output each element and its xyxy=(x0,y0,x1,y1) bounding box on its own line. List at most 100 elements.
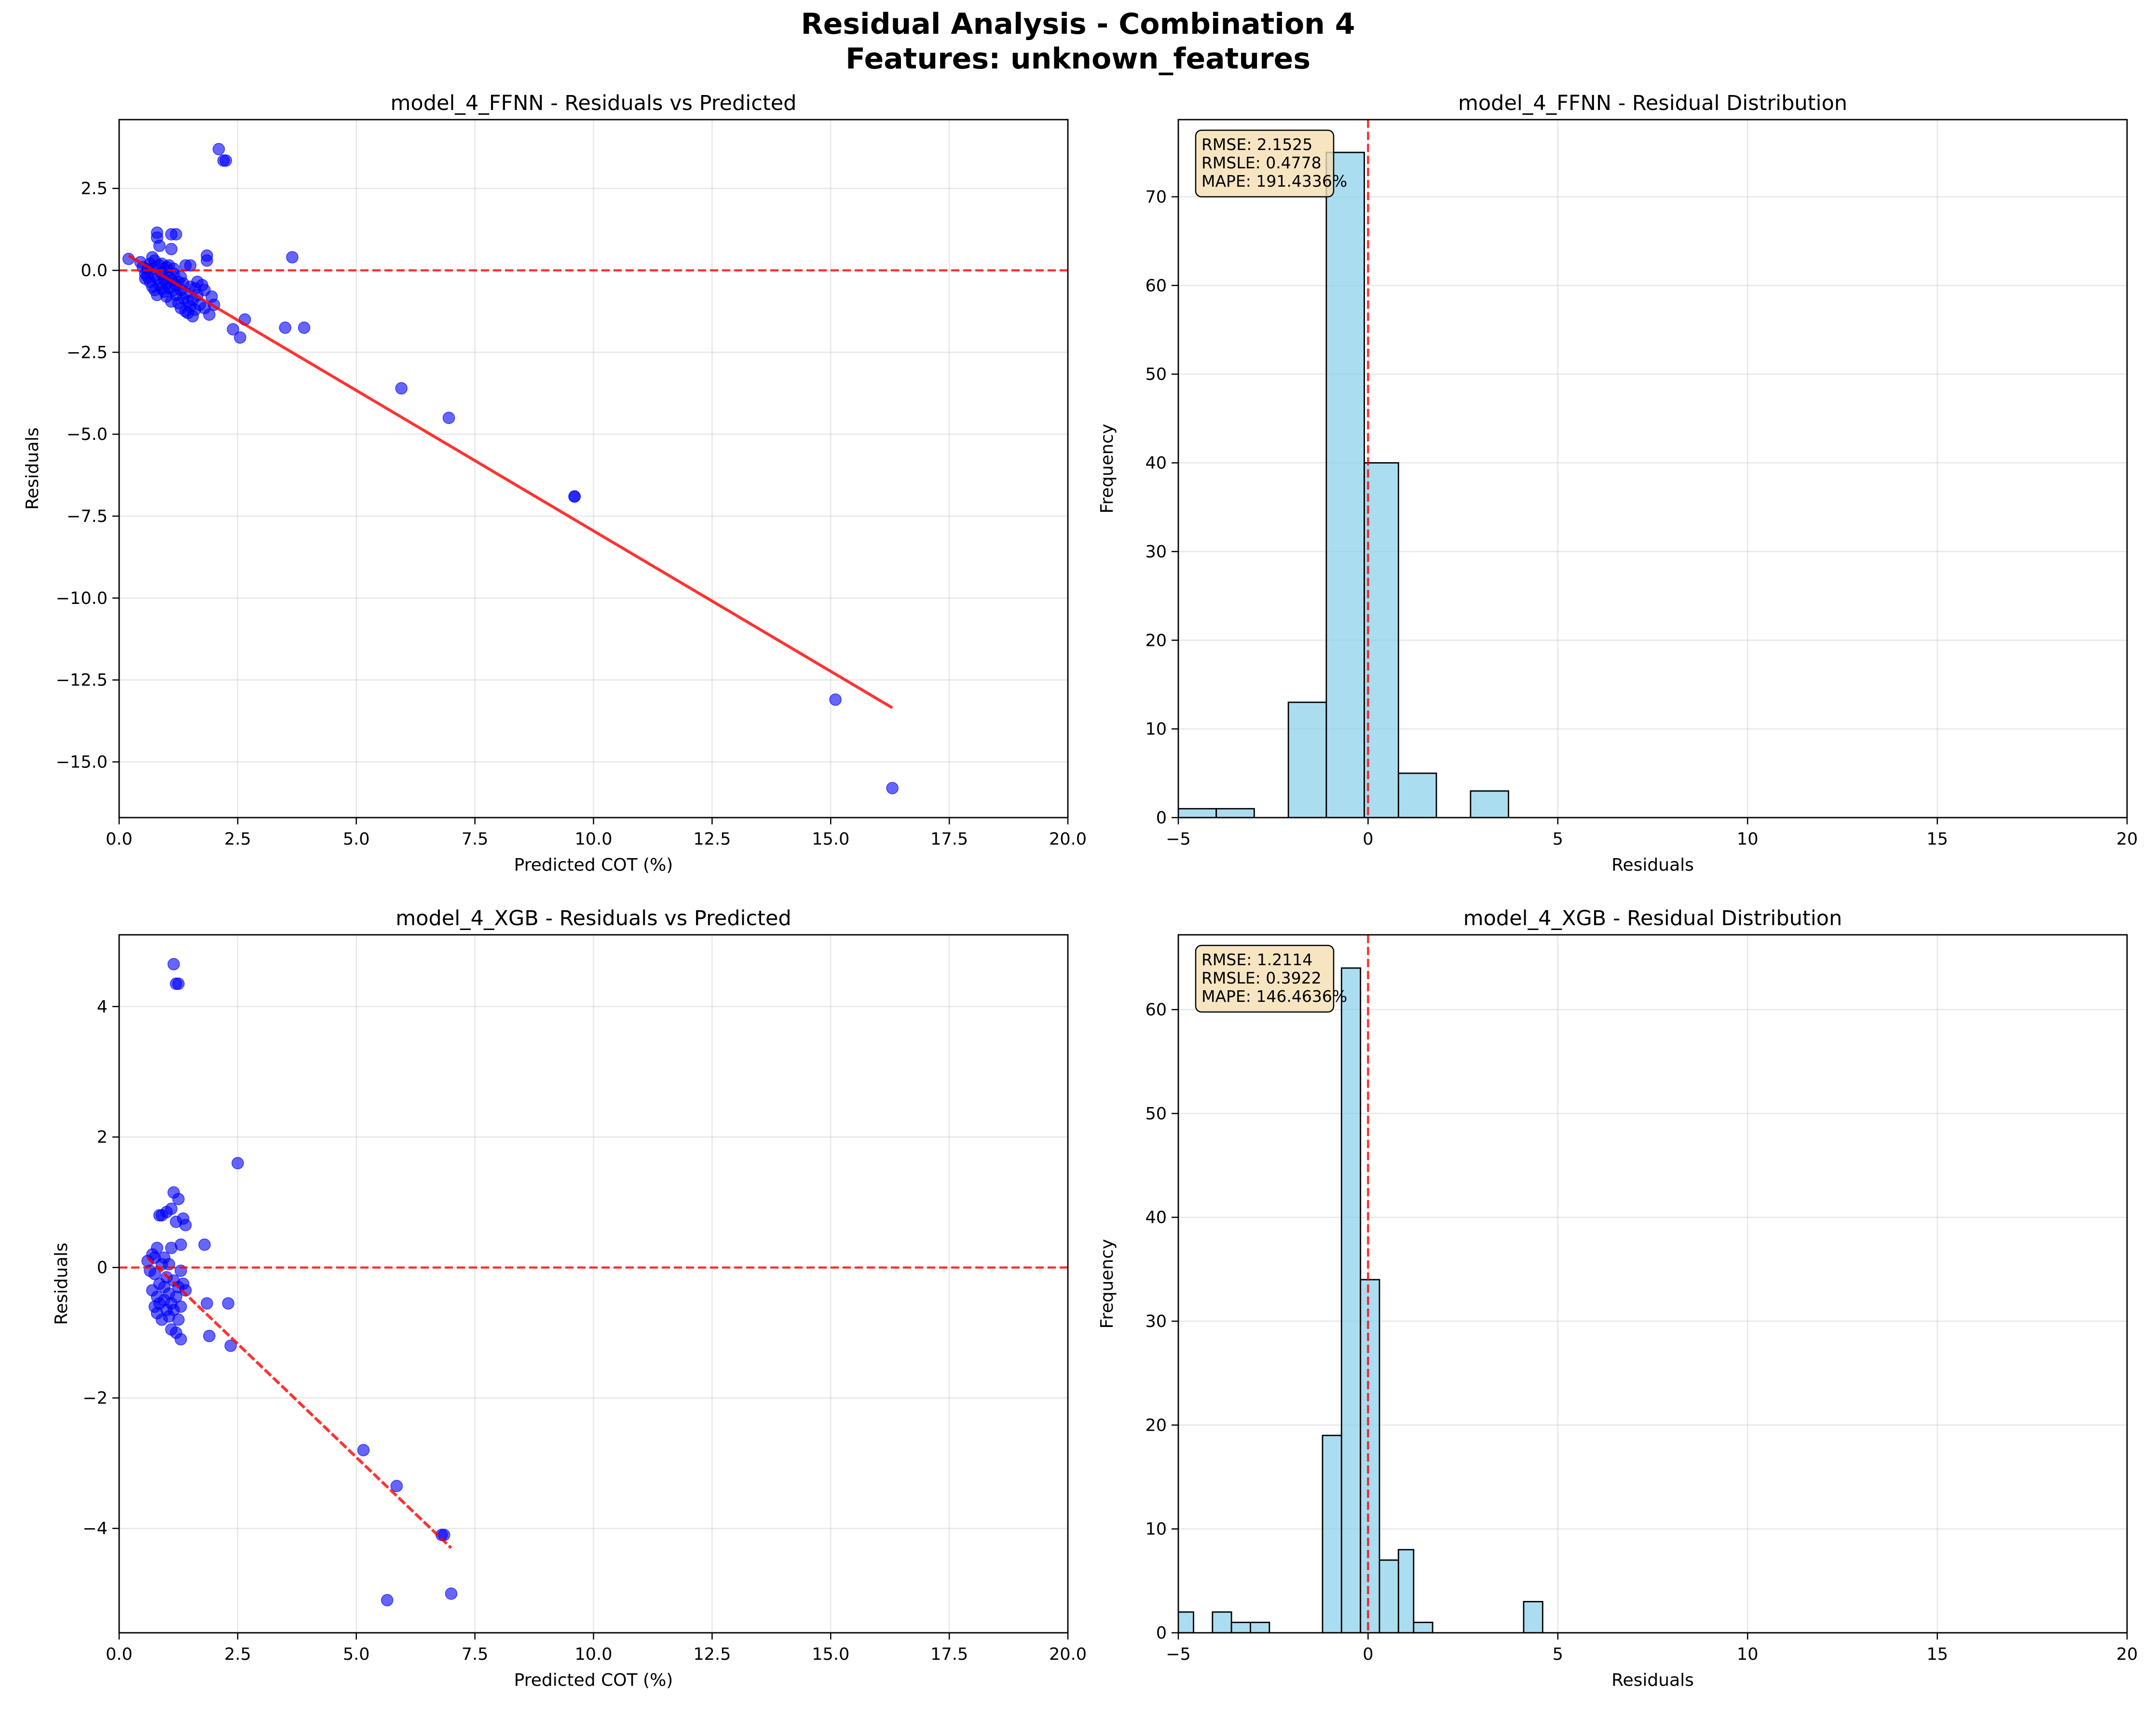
y-tick-label: 60 xyxy=(1145,1000,1167,1020)
x-tick-label: 17.5 xyxy=(930,830,968,849)
x-tick-label: 15.0 xyxy=(812,1645,849,1664)
y-tick-label: −2.5 xyxy=(67,343,108,362)
y-tick-label: 20 xyxy=(1145,1416,1167,1435)
x-tick-label: 0 xyxy=(1363,830,1373,849)
plot-frame xyxy=(118,119,1069,819)
trend-line xyxy=(146,1257,452,1549)
data-point xyxy=(184,259,197,272)
data-point xyxy=(442,411,455,424)
x-axis-label: Residuals xyxy=(1611,1670,1694,1690)
data-point xyxy=(201,249,213,262)
histogram-bar xyxy=(1325,151,1365,818)
x-axis-label: Predicted COT (%) xyxy=(514,855,673,875)
data-point xyxy=(219,154,232,167)
plot-frame xyxy=(1177,934,2128,1634)
data-point xyxy=(227,323,239,336)
plot-frame xyxy=(118,934,1069,1634)
figure-title: Residual Analysis - Combination 4 Featur… xyxy=(0,7,2156,76)
y-tick-label: 10 xyxy=(1145,720,1167,739)
y-axis-label: Residuals xyxy=(23,427,42,510)
data-point xyxy=(198,1238,211,1251)
y-tick-label: 50 xyxy=(1145,365,1167,384)
data-point xyxy=(234,331,246,344)
x-tick-label: 10 xyxy=(1737,830,1759,849)
x-tick-label: 10.0 xyxy=(575,1645,613,1664)
x-tick-label: 0.0 xyxy=(106,1645,133,1664)
data-point xyxy=(203,308,216,321)
subplot-title: model_4_XGB - Residuals vs Predicted xyxy=(396,906,791,930)
stats-line: RMSE: 1.2114 xyxy=(1201,950,1312,969)
data-point xyxy=(357,1444,370,1457)
y-tick-label: 70 xyxy=(1145,188,1167,207)
x-tick-label: 5 xyxy=(1553,1645,1563,1664)
stats-line: RMSLE: 0.4778 xyxy=(1201,153,1322,172)
data-point xyxy=(286,251,299,264)
y-tick-label: 10 xyxy=(1145,1520,1167,1539)
x-tick-label: 15.0 xyxy=(812,830,849,849)
stats-line: RMSE: 2.1525 xyxy=(1201,135,1312,154)
data-point xyxy=(175,1300,187,1313)
data-point xyxy=(232,1157,244,1170)
histogram-bar xyxy=(1360,1279,1380,1633)
x-tick-label: 20.0 xyxy=(1049,830,1087,849)
data-point xyxy=(167,262,180,275)
histogram-bar xyxy=(1340,967,1362,1633)
x-tick-label: 5 xyxy=(1553,830,1563,849)
histogram-bar xyxy=(1287,701,1327,818)
data-point xyxy=(201,1297,213,1310)
x-tick-label: 20.0 xyxy=(1049,1645,1087,1664)
x-axis-label: Predicted COT (%) xyxy=(514,1670,673,1690)
histogram-bar xyxy=(1212,1611,1232,1633)
stats-line: RMSLE: 0.3922 xyxy=(1201,969,1322,987)
x-tick-label: 10 xyxy=(1737,1645,1759,1664)
histogram-bar xyxy=(1397,1549,1415,1633)
plot-area xyxy=(1178,935,1543,1633)
x-tick-label: 2.5 xyxy=(224,830,251,849)
data-point xyxy=(167,958,180,971)
grid xyxy=(118,120,1069,818)
x-tick-label: −5 xyxy=(1166,830,1191,849)
plot-frame xyxy=(1177,119,2128,819)
data-point xyxy=(395,382,408,395)
y-tick-label: 40 xyxy=(1145,1208,1167,1228)
y-tick-label: 60 xyxy=(1145,276,1167,296)
x-tick-label: 12.5 xyxy=(693,830,731,849)
grid xyxy=(1177,935,2128,1634)
data-point xyxy=(568,490,581,503)
y-tick-label: 30 xyxy=(1145,542,1167,561)
x-tick-label: 5.0 xyxy=(343,830,370,849)
subplot-title: model_4_FFNN - Residuals vs Predicted xyxy=(391,91,797,115)
stats-line: MAPE: 191.4336% xyxy=(1201,172,1347,191)
y-tick-label: −10.0 xyxy=(56,589,108,608)
y-tick-label: 2.5 xyxy=(81,179,108,199)
data-point xyxy=(279,321,291,334)
y-tick-label: 20 xyxy=(1145,631,1167,650)
data-point xyxy=(445,1587,458,1600)
chart-xgb-hist: model_4_XGB - Residual Distribution −5 0 5 1… xyxy=(1097,906,2138,1690)
y-tick-label: 0 xyxy=(97,1258,108,1278)
y-tick-label: 0 xyxy=(1156,808,1167,828)
x-tick-label: −5 xyxy=(1166,1645,1191,1664)
data-point xyxy=(175,1333,187,1346)
stats-box-frame xyxy=(1195,944,1335,1013)
y-tick-label: −5.0 xyxy=(67,425,108,444)
trend-line xyxy=(128,254,893,710)
y-tick-label: 0.0 xyxy=(81,261,108,280)
data-point xyxy=(170,228,182,241)
histogram-bar xyxy=(1364,462,1399,818)
x-tick-label: 20 xyxy=(2116,830,2138,849)
y-axis-label: Frequency xyxy=(1097,1239,1117,1329)
data-point xyxy=(390,1479,403,1492)
axes: 0.0 2.5 5.0 7.5 10.0 12.5 15.0 17.5 20.0 4 2 0 −2 −4 xyxy=(82,998,1087,1664)
histogram-bar xyxy=(1178,1611,1194,1633)
y-tick-label: 40 xyxy=(1145,454,1167,473)
subplot-title: model_4_XGB - Residual Distribution xyxy=(1463,906,1842,930)
data-point xyxy=(172,1192,185,1205)
y-tick-label: 0 xyxy=(1156,1624,1167,1643)
chart-ffnn-scatter: model_4_FFNN - Residuals vs Predicted 0.0… xyxy=(23,91,1087,875)
y-tick-label: 50 xyxy=(1145,1104,1167,1123)
data-point xyxy=(175,1238,187,1251)
